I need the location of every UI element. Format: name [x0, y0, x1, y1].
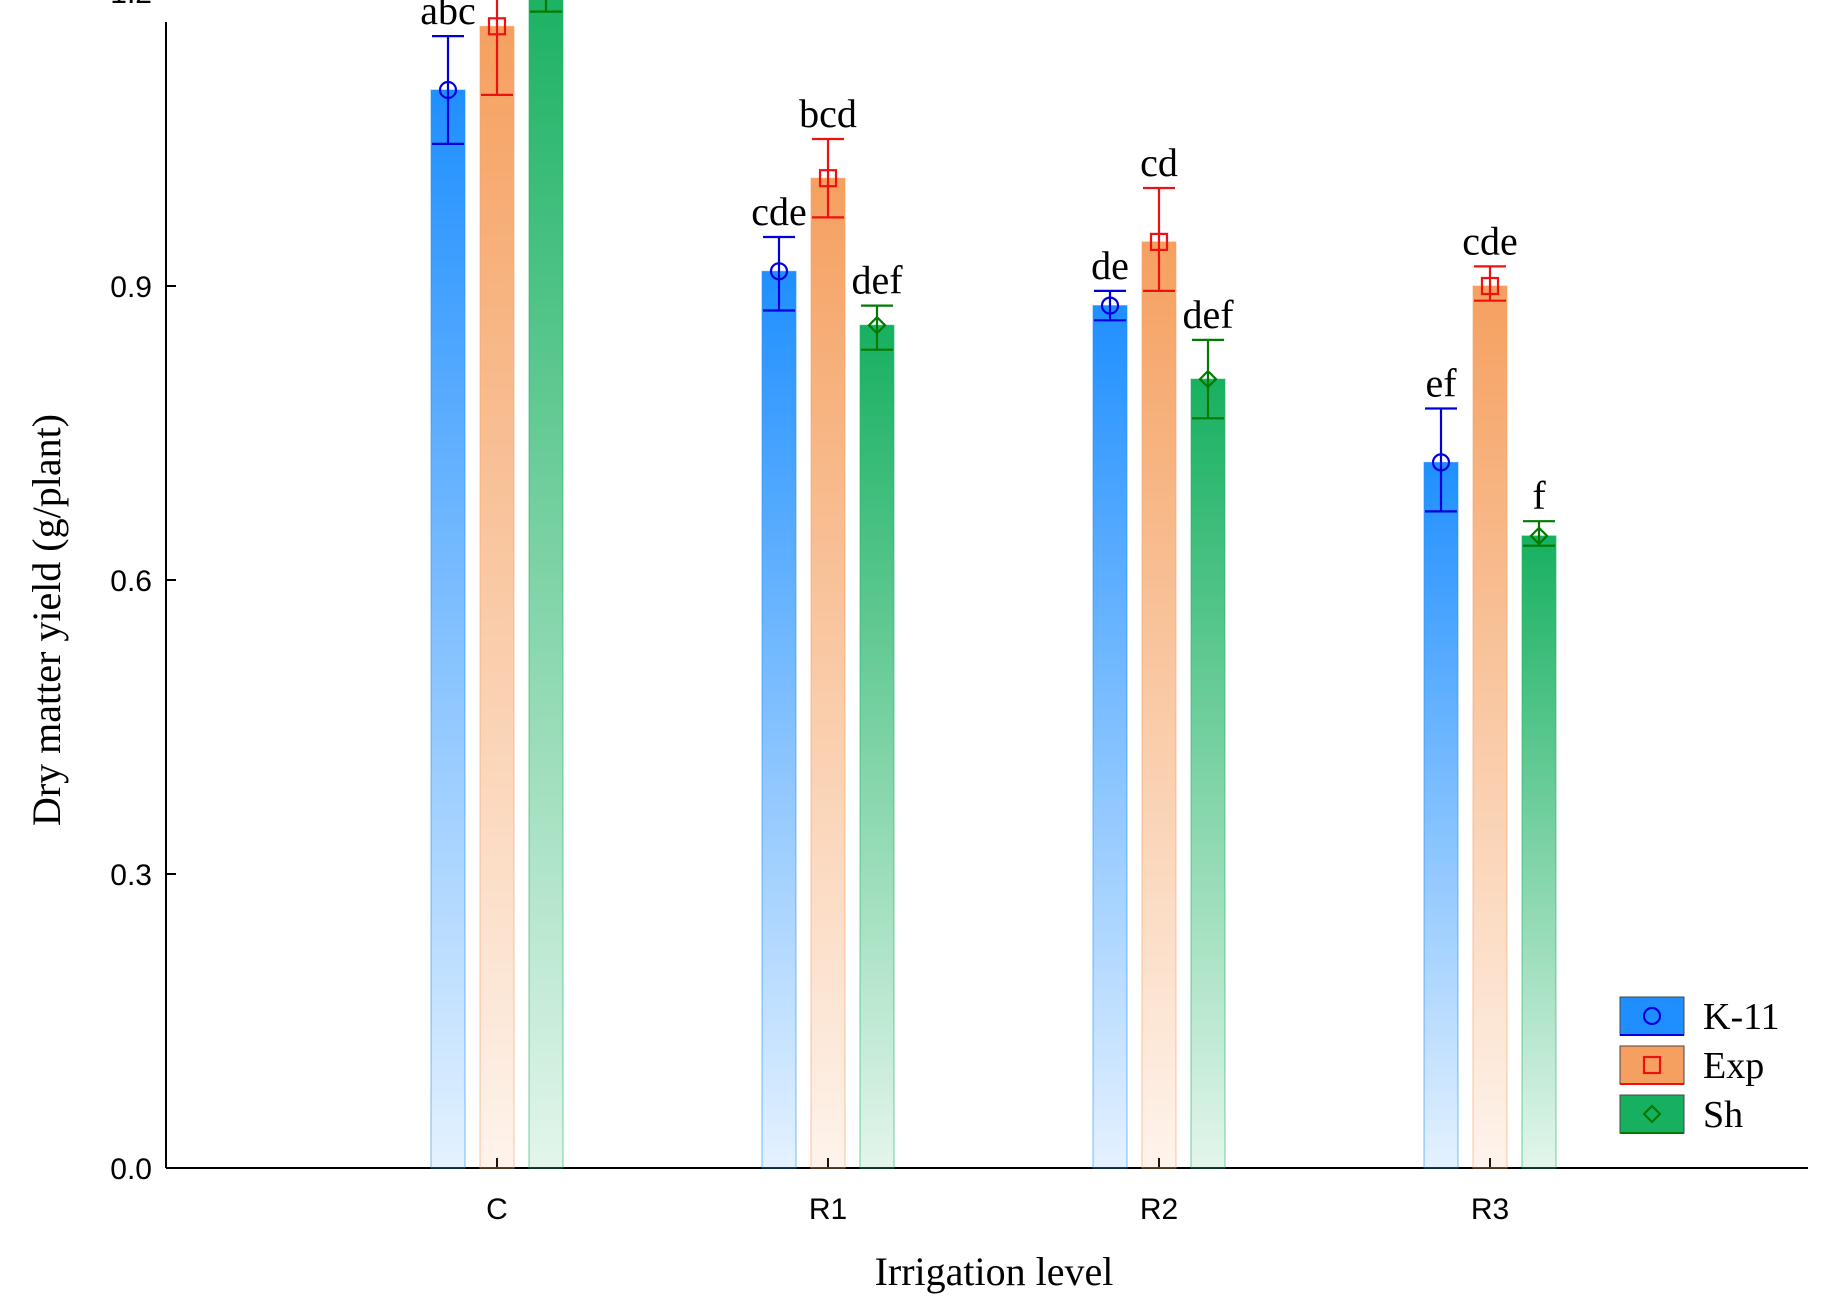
significance-label-K-11-R1: cde [751, 189, 807, 234]
bar-K-11-R1 [761, 270, 797, 1169]
marker-Sh-R1 [867, 315, 887, 335]
legend-marker-Exp [1642, 1055, 1662, 1075]
legend-marker-Sh [1642, 1104, 1662, 1124]
marker-Exp-R3 [1480, 276, 1500, 296]
legend-label-Sh: Sh [1703, 1094, 1743, 1136]
significance-label-K-11-R2: de [1091, 243, 1129, 288]
significance-label-K-11-C: abc [420, 0, 476, 33]
marker-K-11-C [438, 80, 458, 100]
y-axis-title: Dry matter yield (g/plant) [24, 414, 69, 826]
bar-K-11-R2 [1092, 305, 1128, 1169]
bar-K-11-C [430, 89, 466, 1169]
bar-Sh-R2 [1190, 378, 1226, 1169]
y-tick-label: 0.9 [110, 271, 152, 304]
marker-K-11-R2 [1100, 296, 1120, 315]
significance-label-Sh-R3: f [1532, 473, 1546, 518]
significance-label-Exp-R3: cde [1462, 218, 1518, 263]
x-tick-label: C [486, 1193, 508, 1226]
y-tick-label: 0.0 [110, 1153, 152, 1186]
bar-Sh-R1 [859, 324, 895, 1169]
marker-Exp-R2 [1149, 232, 1169, 251]
x-axis-title: Irrigation level [875, 1249, 1114, 1294]
legend-label-Exp: Exp [1703, 1045, 1764, 1087]
significance-label-Exp-R2: cd [1140, 140, 1178, 185]
legend-marker-K-11 [1642, 1006, 1662, 1026]
y-tick-label: 0.3 [110, 859, 152, 892]
marker-K-11-R1 [769, 262, 789, 281]
marker-Exp-R1 [818, 169, 838, 188]
marker-Exp-C [487, 17, 507, 36]
x-tick-label: R1 [809, 1193, 847, 1226]
significance-label-Exp-R1: bcd [799, 91, 857, 136]
marker-Sh-R3 [1529, 526, 1549, 546]
bar-Sh-R3 [1521, 535, 1557, 1169]
y-tick-label: 1.2 [110, 0, 152, 10]
bar-Sh-C [528, 0, 564, 1169]
bar-K-11-R3 [1423, 461, 1459, 1169]
bar-Exp-R1 [810, 177, 846, 1169]
bar-Exp-C [479, 25, 515, 1169]
x-tick-label: R2 [1140, 1193, 1178, 1226]
legend-swatch-Exp [1619, 1045, 1685, 1085]
significance-label-Sh-R2: def [1182, 292, 1234, 337]
bar-Exp-R3 [1472, 285, 1508, 1169]
legend-swatch-K-11 [1619, 996, 1685, 1036]
significance-label-K-11-R3: ef [1425, 361, 1457, 406]
x-tick-label: R3 [1471, 1193, 1509, 1226]
legend-label-K-11: K-11 [1703, 996, 1780, 1038]
legend-swatch-Sh [1619, 1094, 1685, 1134]
plot-area: 0.0 0.3 0.6 0.9 1.2 C R1 R2 R3 Irrigation level Dr… [24, 0, 1808, 1294]
significance-label-Sh-R1: def [851, 258, 903, 303]
y-tick-label: 0.6 [110, 565, 152, 598]
marker-Sh-R2 [1198, 369, 1218, 389]
bar-Exp-R2 [1141, 241, 1177, 1169]
marker-K-11-R3 [1431, 453, 1451, 472]
